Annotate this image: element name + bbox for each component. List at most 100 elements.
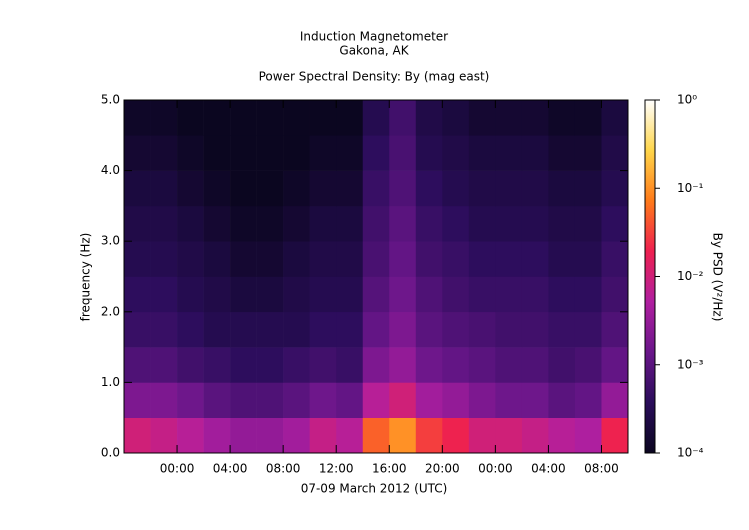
x-tick-label: 00:00 [160,462,195,476]
heatmap-cell [336,276,364,313]
heatmap-cell [495,241,523,277]
heatmap-cell [230,347,257,383]
heatmap-cell [124,417,151,454]
heatmap-cell [124,241,151,277]
x-tick-label: 16:00 [372,462,407,476]
plot-frame [123,99,629,454]
heatmap-cell [521,311,549,348]
heatmap-cell [574,276,602,313]
chart-title: Induction Magnetometer [300,30,448,44]
heatmap-cell [124,135,151,171]
heatmap-cell [468,241,496,277]
heatmap-cell [124,276,151,313]
heatmap-cell [442,276,470,313]
heatmap-cell [548,311,576,348]
heatmap-cell [495,417,523,454]
heatmap-cell [203,241,231,277]
colorbar-label: By PSD (V²/Hz) [711,233,725,322]
heatmap-cell [389,170,417,207]
heatmap-cell [574,241,602,277]
heatmap-cell [601,241,629,277]
heatmap-cell [521,170,549,207]
heatmap-cell [309,347,337,383]
heatmap-cell [362,241,390,277]
heatmap-cell [256,347,284,383]
heatmap-cell [601,205,629,242]
heatmap-cell [203,382,231,418]
heatmap-cell [256,276,284,313]
heatmap-cell [230,100,257,136]
heatmap-cell [177,276,204,313]
heatmap-cell [283,417,310,454]
heatmap-cell [601,135,629,171]
heatmap-cell [548,276,576,313]
colorbar-tick-label: 10⁻¹ [677,181,704,195]
heatmap-cell [468,100,496,136]
heatmap-cell [177,311,204,348]
heatmap-cell [521,135,549,171]
heatmap-cell [309,382,337,418]
heatmap-cell [495,135,523,171]
heatmap-cell [415,311,443,348]
heatmap-cell [256,100,284,136]
heatmap-cell [442,417,470,454]
heatmap-cell [283,170,310,207]
heatmap-cell [495,100,523,136]
heatmap-cell [309,311,337,348]
heatmap-cell [574,347,602,383]
heatmap-cell [468,311,496,348]
heatmap-cell [362,205,390,242]
heatmap-cell [203,100,231,136]
y-tick-label: 2.0 [101,304,120,318]
heatmap-cell [574,205,602,242]
y-tick-label: 1.0 [101,375,120,389]
heatmap-cell [150,100,178,136]
heatmap-cell [415,205,443,242]
y-tick-label: 3.0 [101,234,120,248]
heatmap-cell [150,347,178,383]
plot-title: Power Spectral Density: By (mag east) [259,70,490,84]
heatmap-cell [177,205,204,242]
heatmap-cell [362,311,390,348]
heatmap-cell [601,347,629,383]
heatmap-cell [362,100,390,136]
heatmap-cell [230,241,257,277]
heatmap-cell [124,347,151,383]
heatmap-cell [283,205,310,242]
heatmap-cell [336,170,364,207]
heatmap-cell [389,135,417,171]
heatmap-cell [389,205,417,242]
y-tick-label: 4.0 [101,163,120,177]
heatmap-cell [309,135,337,171]
heatmap-cell [415,135,443,171]
heatmap-cell [601,382,629,418]
heatmap-cell [124,382,151,418]
heatmap-cell [177,100,204,136]
heatmap-cell [256,135,284,171]
heatmap-cell [548,205,576,242]
heatmap-cell [442,311,470,348]
heatmap-cell [468,347,496,383]
x-tick-label: 08:00 [584,462,619,476]
heatmap-cell [389,347,417,383]
heatmap-cell [442,382,470,418]
heatmap-cell [150,276,178,313]
heatmap-cell [309,241,337,277]
heatmap-cell [521,347,549,383]
heatmap-cell [309,100,337,136]
heatmap-cell [150,135,178,171]
heatmap-cell [389,100,417,136]
heatmap-cell [150,382,178,418]
heatmap-cell [574,100,602,136]
heatmap-cell [389,417,417,454]
heatmap-cell [150,417,178,454]
x-tick-label: 00:00 [478,462,513,476]
y-tick-label: 0.0 [101,446,120,460]
heatmap-cell [415,417,443,454]
heatmap-cell [309,417,337,454]
heatmap-cell [495,382,523,418]
heatmap-cell [362,417,390,454]
heatmap-cell [283,100,310,136]
heatmap-cell [415,347,443,383]
heatmap-cell [283,347,310,383]
